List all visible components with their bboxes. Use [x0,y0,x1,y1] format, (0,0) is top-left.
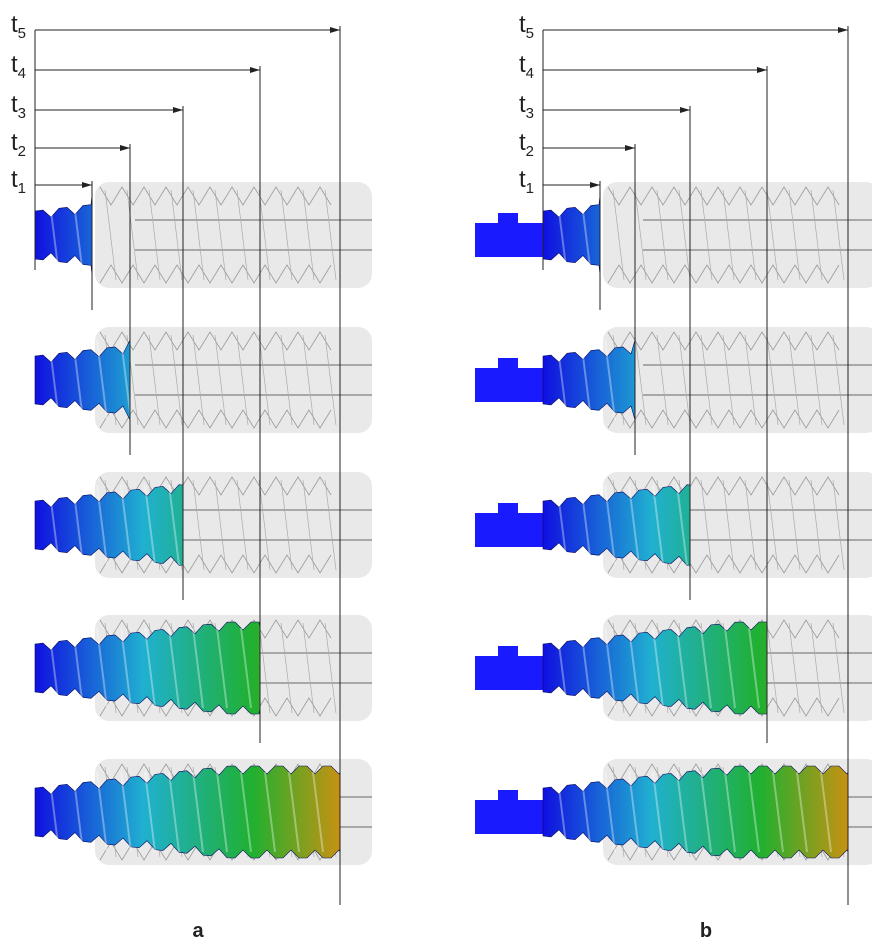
panel-label: b [700,920,712,942]
inserted-screw [35,195,92,275]
time-subscript: 1 [18,180,26,197]
screw-head [475,213,548,257]
time-subscript: 3 [18,105,26,122]
time-label: t4 [11,51,26,82]
time-subscript: 2 [526,143,534,160]
time-label: t5 [11,11,26,42]
screw-head [475,646,548,690]
ghost-body [603,182,872,288]
time-subscript: 1 [526,180,534,197]
time-subscript: 5 [18,25,26,42]
panel: t1 t2 t3 t4 t5 b [475,11,872,942]
screw-head [475,503,548,547]
time-label: t4 [519,51,534,82]
time-label: t2 [519,129,534,160]
time-label: t2 [11,129,26,160]
ghost-body [603,327,872,433]
time-label: t1 [519,166,534,197]
figure: t1 t2 t3 t4 t5 a t1 t2 t3 t4 t5 b [0,0,872,943]
panel: t1 t2 t3 t4 t5 a [11,11,372,942]
time-subscript: 2 [18,143,26,160]
panel-label: a [192,920,204,942]
inserted-screw [543,195,600,275]
time-label: t5 [519,11,534,42]
screw-head [475,790,548,834]
time-subscript: 4 [526,65,534,82]
time-label: t3 [519,91,534,122]
time-label: t1 [11,166,26,197]
time-label: t3 [11,91,26,122]
time-subscript: 4 [18,65,26,82]
time-subscript: 3 [526,105,534,122]
time-subscript: 5 [526,25,534,42]
screw-head [475,358,548,402]
